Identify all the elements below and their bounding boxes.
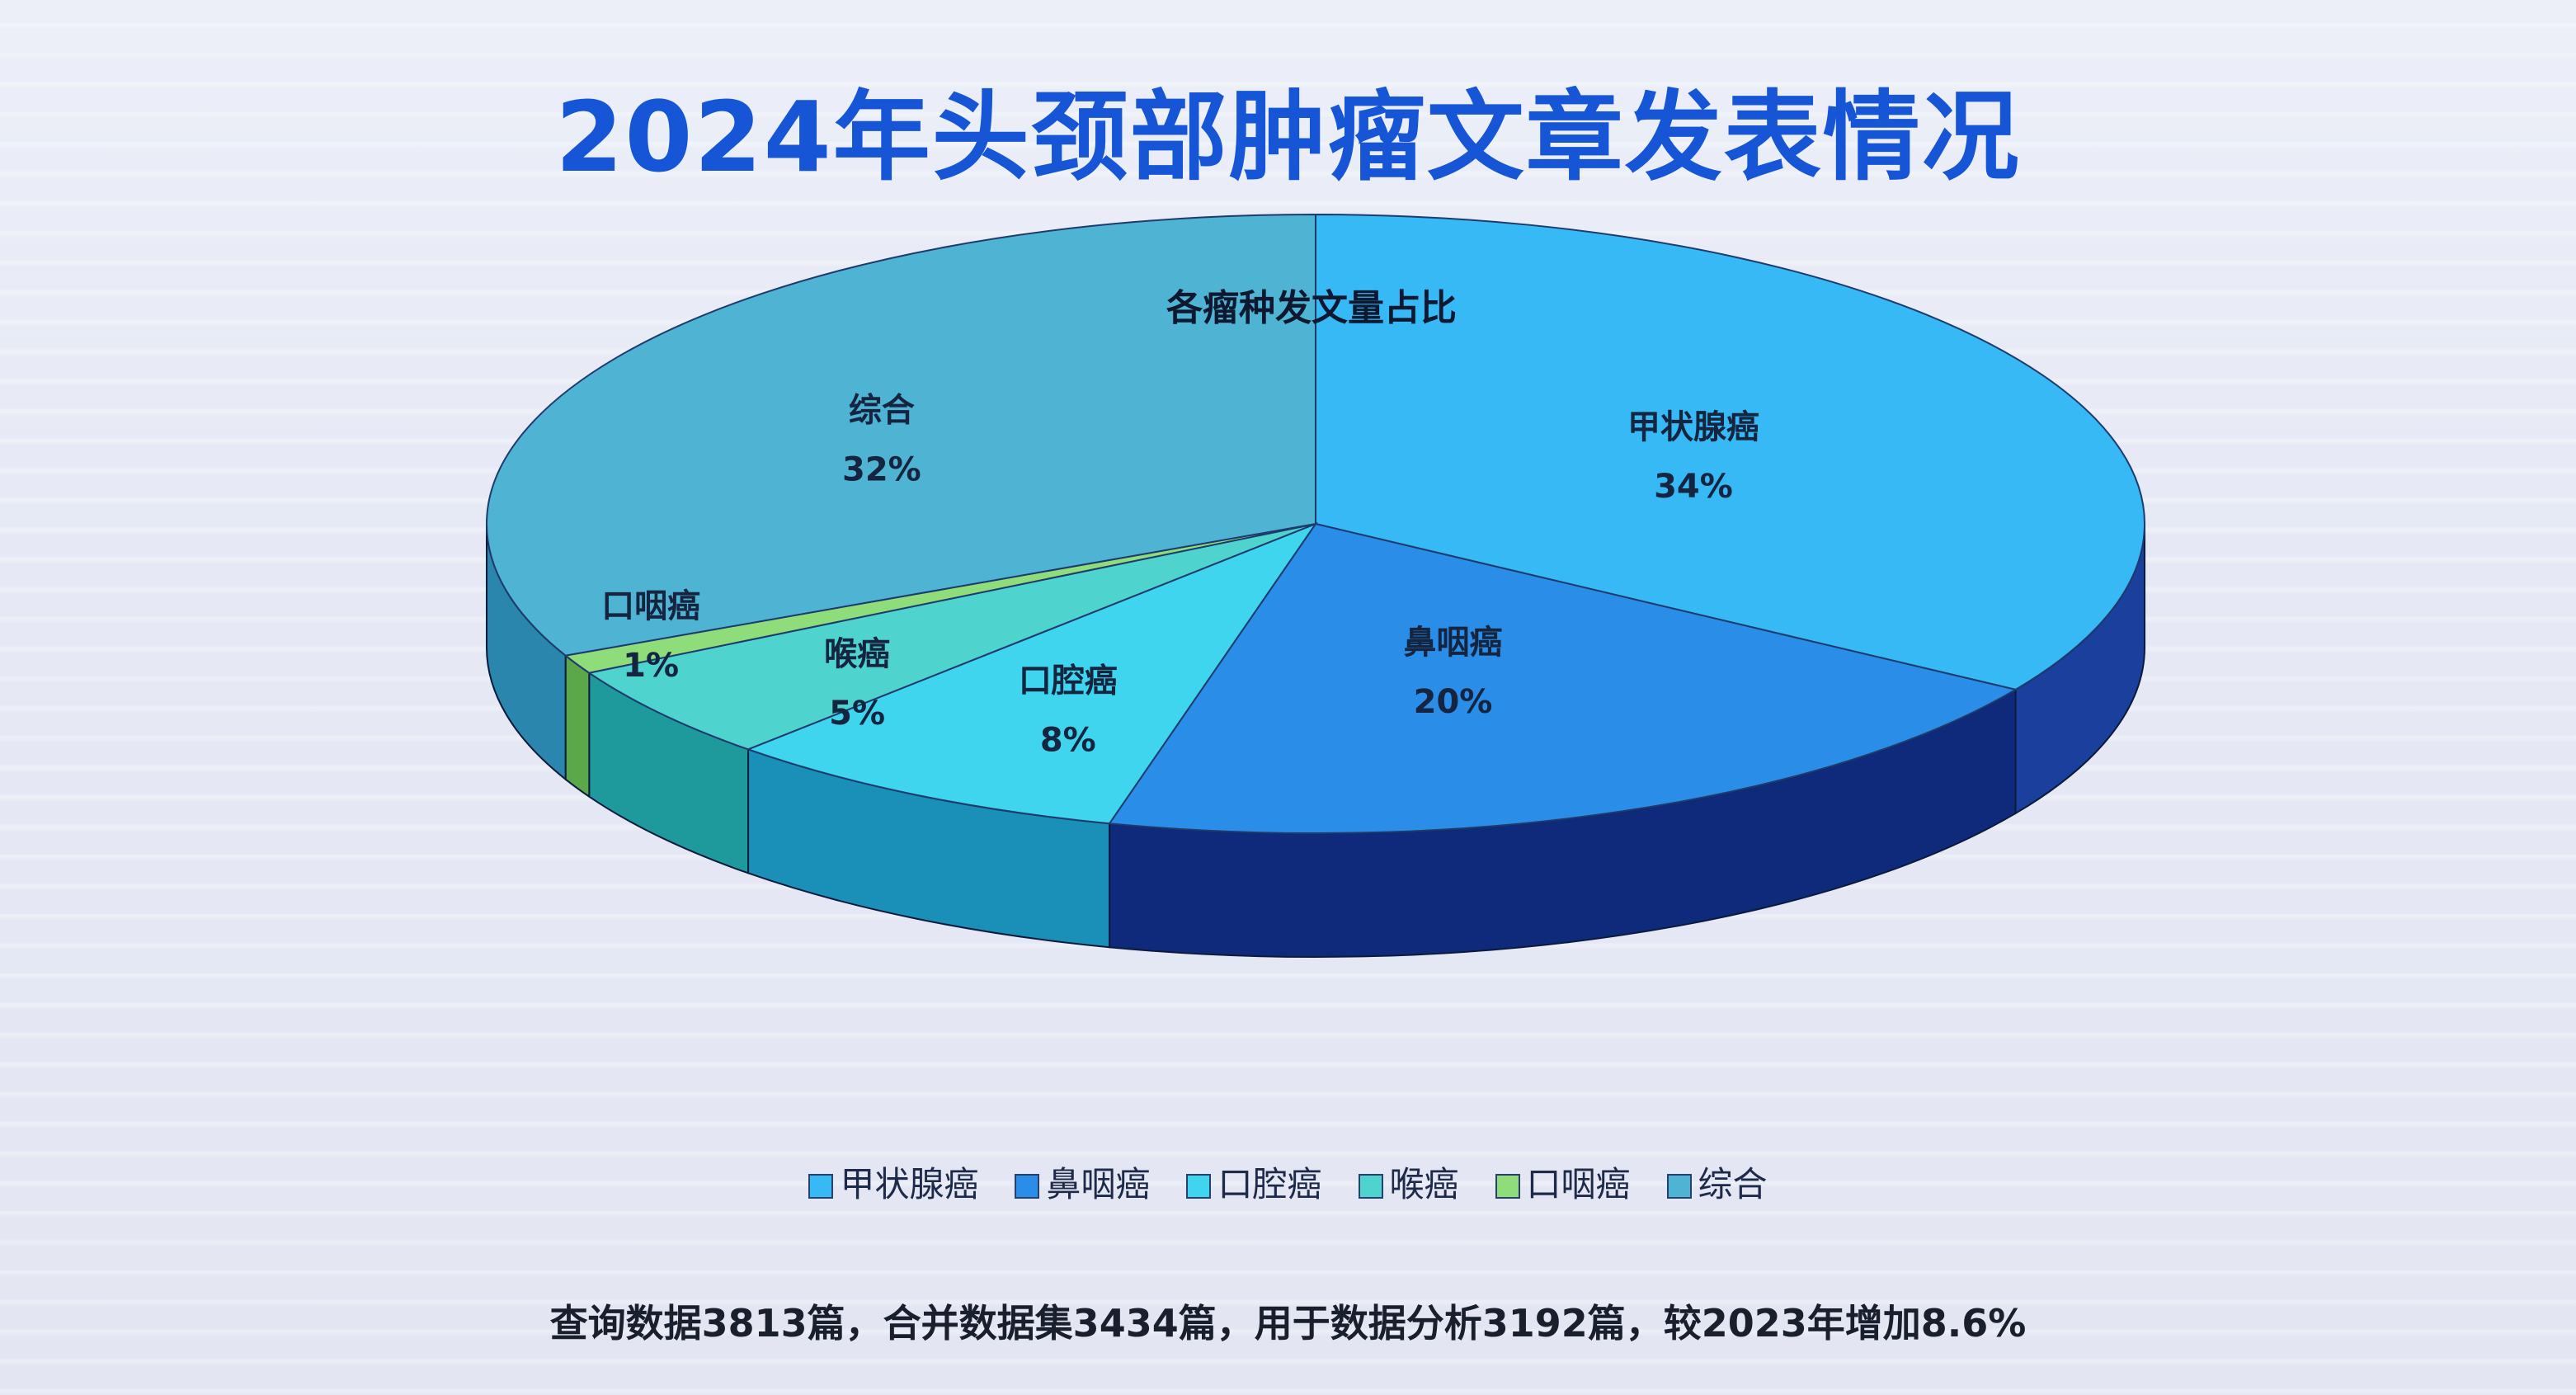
slice-2-percent-label: 20% <box>1414 683 1493 721</box>
legend-swatch <box>1015 1174 1040 1199</box>
slice-4-name-label: 喉癌 <box>824 635 890 673</box>
slice-1-percent-label: 34% <box>1654 468 1733 506</box>
legend-swatch <box>808 1174 834 1199</box>
page-title: 2024年头颈部肿瘤文章发表情况 <box>555 80 2021 194</box>
slice-4-percent-label: 5% <box>829 695 885 733</box>
legend-label: 口咽癌 <box>1526 1164 1631 1204</box>
slice-5-name-label: 口咽癌 <box>601 587 700 625</box>
slice-6-top <box>486 213 1316 657</box>
slice-4-top <box>586 523 1316 751</box>
legend-label: 综合 <box>1698 1164 1768 1204</box>
slice-3-percent-label: 8% <box>1040 722 1096 760</box>
slice-1-name-label: 甲状腺癌 <box>1627 408 1759 446</box>
slice-5-side <box>564 653 591 799</box>
legend-item-6: 综合 <box>1666 1157 1768 1207</box>
legend-item-5: 口咽癌 <box>1495 1157 1631 1207</box>
slice-6-name-label: 综合 <box>849 391 915 429</box>
slice-6-percent-label: 32% <box>842 450 921 488</box>
chart-subtitle: 各瘤种发文量占比 <box>1166 287 1457 329</box>
legend-swatch <box>1666 1174 1692 1199</box>
slice-3-name-label: 口腔癌 <box>1019 662 1118 700</box>
chart-legend: 甲状腺癌 鼻咽癌 口腔癌 喉癌 口咽癌 综合 <box>0 1157 2576 1207</box>
slice-2-top <box>1108 522 2018 834</box>
legend-label: 甲状腺癌 <box>840 1164 979 1204</box>
legend-item-2: 鼻咽癌 <box>1015 1157 1150 1207</box>
footnote: 查询数据3813篇，合并数据集3434篇，用于数据分析3192篇，较2023年增… <box>549 1301 2027 1346</box>
legend-label: 喉癌 <box>1389 1164 1459 1204</box>
legend-item-3: 口腔癌 <box>1186 1157 1322 1207</box>
legend-item-1: 甲状腺癌 <box>808 1157 978 1207</box>
legend-item-4: 喉癌 <box>1358 1157 1459 1207</box>
slice-5-percent-label: 1% <box>623 647 679 685</box>
legend-label: 口腔癌 <box>1217 1164 1322 1204</box>
legend-label: 鼻咽癌 <box>1046 1164 1151 1204</box>
slice-1-top <box>1315 213 2145 691</box>
slice-2-name-label: 鼻咽癌 <box>1403 624 1502 662</box>
legend-swatch <box>1358 1174 1383 1199</box>
legend-swatch <box>1186 1174 1212 1199</box>
legend-swatch <box>1495 1174 1520 1199</box>
slice-3-top <box>746 521 1318 825</box>
